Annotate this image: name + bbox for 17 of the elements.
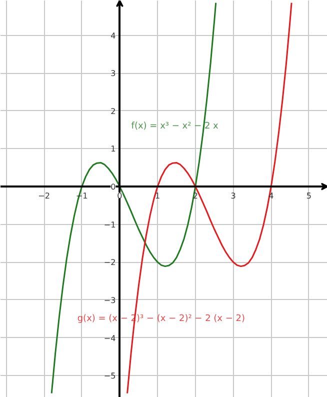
x-tick-label: −2 xyxy=(38,192,50,201)
y-tick-label: 3 xyxy=(110,69,116,78)
x-tick-label: 0 xyxy=(117,192,122,201)
x-tick-label: 1 xyxy=(155,192,160,201)
y-tick-label: 0 xyxy=(110,182,116,192)
y-tick-label: 2 xyxy=(110,106,116,116)
x-tick-label: 5 xyxy=(306,192,312,201)
y-tick-label: −5 xyxy=(104,372,116,381)
y-tick-label: 1 xyxy=(110,144,116,154)
y-tick-label: −2 xyxy=(104,258,116,268)
y-tick-label: −3 xyxy=(104,296,116,305)
y-tick-label: −1 xyxy=(104,220,116,230)
y-tick-label: −4 xyxy=(104,334,116,343)
y-tick-label: 4 xyxy=(110,31,116,40)
series-label: f(x) = x³ − x² − 2 x xyxy=(131,122,220,132)
line-series xyxy=(126,2,292,394)
x-tick-label: 3 xyxy=(230,192,236,201)
